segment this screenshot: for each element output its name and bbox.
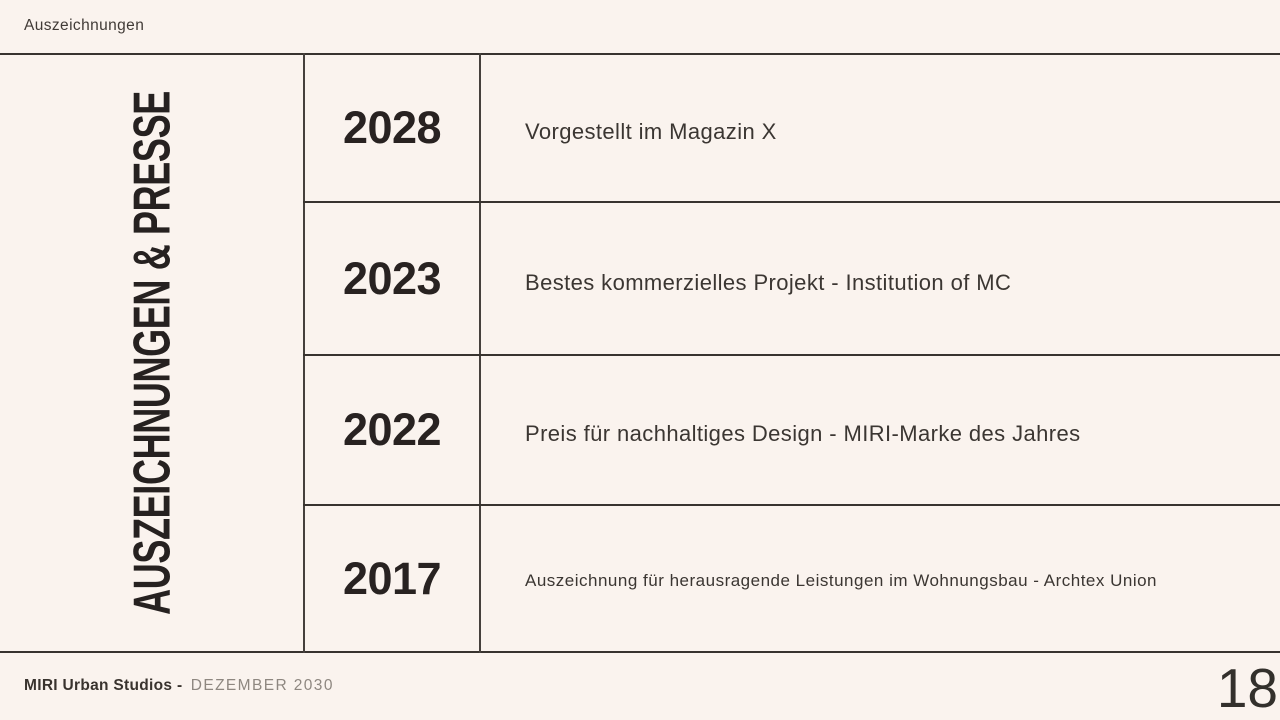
page-number: 18 [1216,657,1278,719]
footer-date: DEZEMBER 2030 [190,677,334,694]
award-row: 2028 Vorgestellt im Magazin X [305,55,1280,201]
divider-top [0,53,1280,55]
award-description: Auszeichnung für herausragende Leistunge… [525,570,1158,590]
award-description: Bestes kommerzielles Projekt - Instituti… [525,269,1012,295]
section-title-panel: AUSZEICHNUNGEN & PRESSE [0,53,303,653]
row-divider-1 [303,201,1280,203]
divider-bottom [0,651,1280,653]
divider-vertical-right [479,53,481,653]
footer-brand: MIRI Urban Studios - [24,677,183,694]
award-year: 2017 [342,552,442,604]
section-title-vertical: AUSZEICHNUNGEN & PRESSE [122,91,181,615]
footer: MIRI Urban Studios - DEZEMBER 2030 [24,677,334,695]
row-divider-2 [303,354,1280,356]
award-row: 2022 Preis für nachhaltiges Design - MIR… [305,356,1280,504]
award-year: 2022 [342,404,442,455]
award-row: 2023 Bestes kommerzielles Projekt - Inst… [305,203,1280,354]
award-description: Vorgestellt im Magazin X [525,119,777,144]
award-row: 2017 Auszeichnung für herausragende Leis… [305,506,1280,651]
award-year: 2028 [342,102,442,153]
divider-vertical-left [303,53,305,653]
award-description: Preis für nachhaltiges Design - MIRI-Mar… [525,421,1081,446]
award-year: 2023 [342,252,442,304]
row-divider-3 [303,504,1280,506]
slide-header-label: Auszeichnungen [24,17,145,34]
